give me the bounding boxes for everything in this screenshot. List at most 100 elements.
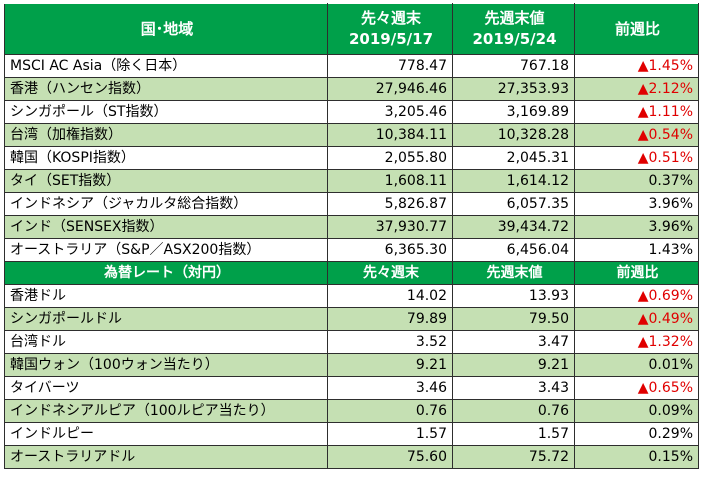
market-data-table: 国･地域 先々週末 2019/5/17 先週末値 2019/5/24 前週比 M…	[4, 3, 699, 469]
row-name: 韓国ウォン（100ウォン当たり）	[4, 353, 328, 377]
row-prev2-value: 2,055.80	[327, 146, 453, 170]
table-row: 韓国ウォン（100ウォン当たり） 9.21 9.21 0.01%	[4, 353, 699, 377]
table-row: 台湾（加権指数） 10,384.11 10,328.28 ▲0.54%	[4, 123, 699, 147]
fx-header-change: 前週比	[574, 261, 699, 285]
table-row: 香港ドル 14.02 13.93 ▲0.69%	[4, 284, 699, 308]
row-change-value: 3.96%	[574, 192, 699, 216]
table-row: シンガポールドル 79.89 79.50 ▲0.49%	[4, 307, 699, 331]
row-change-value: ▲1.45%	[574, 54, 699, 78]
row-name: 台湾（加権指数）	[4, 123, 328, 147]
table-row: オーストラリアドル 75.60 75.72 0.15%	[4, 445, 699, 469]
row-change-value: ▲0.69%	[574, 284, 699, 308]
row-prev1-value: 13.93	[452, 284, 575, 308]
row-name: 台湾ドル	[4, 330, 328, 354]
row-name: 韓国（KOSPI指数）	[4, 146, 328, 170]
indices-header-prev1-label: 先週末値	[484, 9, 545, 27]
row-name: インドネシアルピア（100ルピア当たり）	[4, 399, 328, 423]
row-prev1-value: 3,169.89	[452, 100, 575, 124]
row-name: 香港ドル	[4, 284, 328, 308]
row-prev2-value: 0.76	[327, 399, 453, 423]
row-prev1-value: 0.76	[452, 399, 575, 423]
table-row: オーストラリア（S&P／ASX200指数） 6,365.30 6,456.04 1.4…	[4, 238, 699, 262]
row-name: MSCI AC Asia（除く日本）	[4, 54, 328, 78]
row-name: タイ（SET指数）	[4, 169, 328, 193]
row-prev1-value: 9.21	[452, 353, 575, 377]
row-prev2-value: 75.60	[327, 445, 453, 469]
row-prev2-value: 3.52	[327, 330, 453, 354]
table-row: インドネシア（ジャカルタ総合指数） 5,826.87 6,057.35 3.96%	[4, 192, 699, 216]
row-change-value: 0.09%	[574, 399, 699, 423]
row-name: シンガポール（ST指数）	[4, 100, 328, 124]
row-prev2-value: 10,384.11	[327, 123, 453, 147]
row-prev2-value: 6,365.30	[327, 238, 453, 262]
row-prev1-value: 10,328.28	[452, 123, 575, 147]
row-prev2-value: 1.57	[327, 422, 453, 446]
row-prev1-value: 27,353.93	[452, 77, 575, 101]
row-change-value: 0.37%	[574, 169, 699, 193]
indices-header-row: 国･地域 先々週末 2019/5/17 先週末値 2019/5/24 前週比	[4, 3, 699, 55]
row-prev2-value: 27,946.46	[327, 77, 453, 101]
row-change-value: ▲0.49%	[574, 307, 699, 331]
indices-header-prev2: 先々週末 2019/5/17	[327, 3, 453, 55]
row-prev1-value: 6,456.04	[452, 238, 575, 262]
table-row: 香港（ハンセン指数） 27,946.46 27,353.93 ▲2.12%	[4, 77, 699, 101]
table-row: 台湾ドル 3.52 3.47 ▲1.32%	[4, 330, 699, 354]
row-change-value: 3.96%	[574, 215, 699, 239]
table-row: シンガポール（ST指数） 3,205.46 3,169.89 ▲1.11%	[4, 100, 699, 124]
row-name: 香港（ハンセン指数）	[4, 77, 328, 101]
row-prev1-value: 3.47	[452, 330, 575, 354]
row-change-value: ▲1.32%	[574, 330, 699, 354]
row-prev1-value: 1.57	[452, 422, 575, 446]
row-name: インド（SENSEX指数）	[4, 215, 328, 239]
row-prev2-value: 14.02	[327, 284, 453, 308]
indices-header-prev2-label: 先々週末	[360, 9, 421, 27]
row-prev1-value: 3.43	[452, 376, 575, 400]
table-row: インド（SENSEX指数） 37,930.77 39,434.72 3.96%	[4, 215, 699, 239]
row-name: オーストラリア（S&P／ASX200指数）	[4, 238, 328, 262]
row-prev2-value: 3,205.46	[327, 100, 453, 124]
row-change-value: 0.29%	[574, 422, 699, 446]
row-change-value: ▲2.12%	[574, 77, 699, 101]
indices-header-prev2-date: 2019/5/17	[348, 30, 434, 48]
indices-header-prev1: 先週末値 2019/5/24	[452, 3, 575, 55]
row-name: インドルピー	[4, 422, 328, 446]
row-prev2-value: 778.47	[327, 54, 453, 78]
row-change-value: ▲0.65%	[574, 376, 699, 400]
row-prev2-value: 3.46	[327, 376, 453, 400]
indices-header-change: 前週比	[574, 3, 699, 55]
row-change-value: ▲0.54%	[574, 123, 699, 147]
row-prev1-value: 6,057.35	[452, 192, 575, 216]
row-change-value: 0.01%	[574, 353, 699, 377]
table-row: インドルピー 1.57 1.57 0.29%	[4, 422, 699, 446]
indices-header-prev1-date: 2019/5/24	[472, 30, 557, 48]
row-change-value: 0.15%	[574, 445, 699, 469]
market-table-container: 国･地域 先々週末 2019/5/17 先週末値 2019/5/24 前週比 M…	[4, 3, 699, 469]
row-change-value: 1.43%	[574, 238, 699, 262]
table-row: タイバーツ 3.46 3.43 ▲0.65%	[4, 376, 699, 400]
row-prev1-value: 79.50	[452, 307, 575, 331]
row-prev1-value: 75.72	[452, 445, 575, 469]
row-change-value: ▲1.11%	[574, 100, 699, 124]
row-prev1-value: 1,614.12	[452, 169, 575, 193]
fx-header-title: 為替レート（対円）	[4, 261, 328, 285]
fx-header-prev2: 先々週末	[327, 261, 453, 285]
row-name: インドネシア（ジャカルタ総合指数）	[4, 192, 328, 216]
fx-header-row: 為替レート（対円） 先々週末 先週末値 前週比	[4, 261, 699, 285]
table-row: タイ（SET指数） 1,608.11 1,614.12 0.37%	[4, 169, 699, 193]
row-prev2-value: 1,608.11	[327, 169, 453, 193]
row-prev2-value: 5,826.87	[327, 192, 453, 216]
row-prev2-value: 9.21	[327, 353, 453, 377]
row-name: シンガポールドル	[4, 307, 328, 331]
row-prev1-value: 767.18	[452, 54, 575, 78]
table-row: インドネシアルピア（100ルピア当たり） 0.76 0.76 0.09%	[4, 399, 699, 423]
row-prev1-value: 2,045.31	[452, 146, 575, 170]
row-name: タイバーツ	[4, 376, 328, 400]
row-prev1-value: 39,434.72	[452, 215, 575, 239]
row-prev2-value: 37,930.77	[327, 215, 453, 239]
row-change-value: ▲0.51%	[574, 146, 699, 170]
row-prev2-value: 79.89	[327, 307, 453, 331]
row-name: オーストラリアドル	[4, 445, 328, 469]
table-row: 韓国（KOSPI指数） 2,055.80 2,045.31 ▲0.51%	[4, 146, 699, 170]
market-table-body: 国･地域 先々週末 2019/5/17 先週末値 2019/5/24 前週比 M…	[4, 3, 699, 469]
table-row: MSCI AC Asia（除く日本） 778.47 767.18 ▲1.45%	[4, 54, 699, 78]
